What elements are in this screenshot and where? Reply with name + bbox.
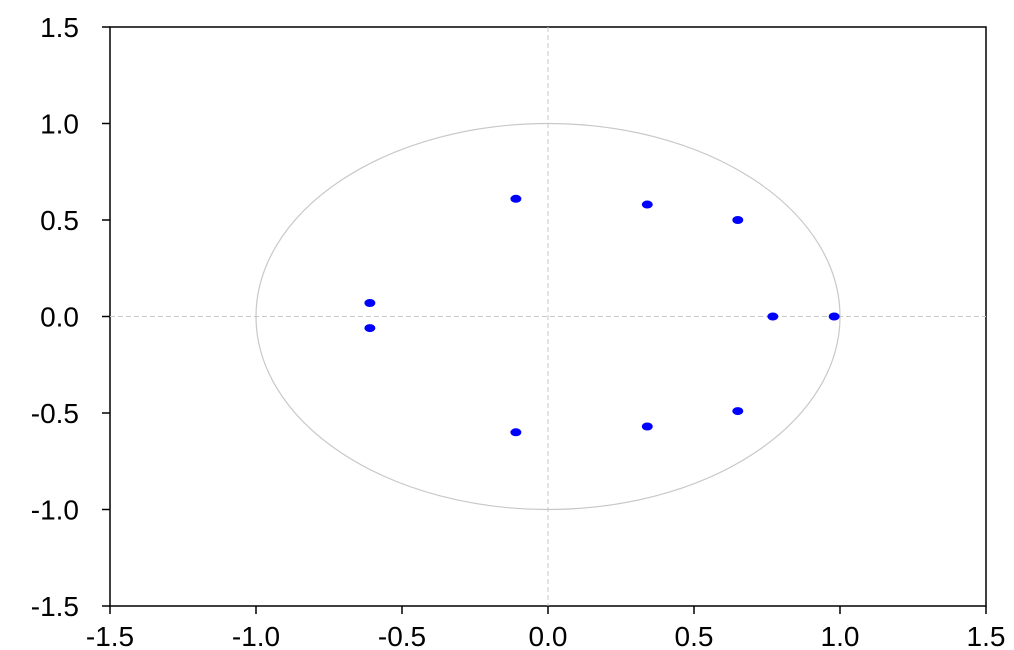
root-point — [364, 324, 376, 333]
x-tick-label: 0.0 — [529, 621, 568, 650]
root-point — [732, 216, 744, 224]
y-tick-label: -0.5 — [31, 398, 79, 429]
y-tick-label: -1.0 — [31, 495, 79, 526]
root-point — [510, 194, 522, 203]
y-tick-label: -1.5 — [31, 591, 79, 622]
root-point — [510, 428, 522, 437]
root-point — [767, 312, 779, 321]
unit-circle-layer — [255, 122, 841, 511]
x-tick-label: 0.5 — [675, 621, 714, 650]
y-tick-label: 1.5 — [40, 12, 79, 43]
root-point — [364, 298, 376, 307]
root-point — [641, 422, 653, 431]
y-tick-label: 0.0 — [40, 302, 79, 333]
x-tick-label: -1.5 — [86, 621, 134, 650]
x-tick-label: 1.5 — [967, 621, 1006, 650]
unit-circle — [255, 122, 841, 511]
x-axis: -1.5 -1.0 -0.5 0.0 0.5 1.0 1.5 — [86, 606, 1006, 650]
root-point — [732, 407, 744, 416]
root-point — [641, 200, 653, 209]
x-tick-label: 1.0 — [821, 621, 860, 650]
x-tick-label: -1.0 — [232, 621, 280, 650]
root-point — [828, 312, 840, 321]
x-tick-label: -0.5 — [378, 621, 426, 650]
points-layer — [364, 194, 840, 437]
y-tick-label: 0.5 — [40, 205, 79, 236]
y-axis: -1.5 -1.0 -0.5 0.0 0.5 1.0 1.5 — [31, 12, 110, 622]
y-tick-label: 1.0 — [40, 109, 79, 140]
